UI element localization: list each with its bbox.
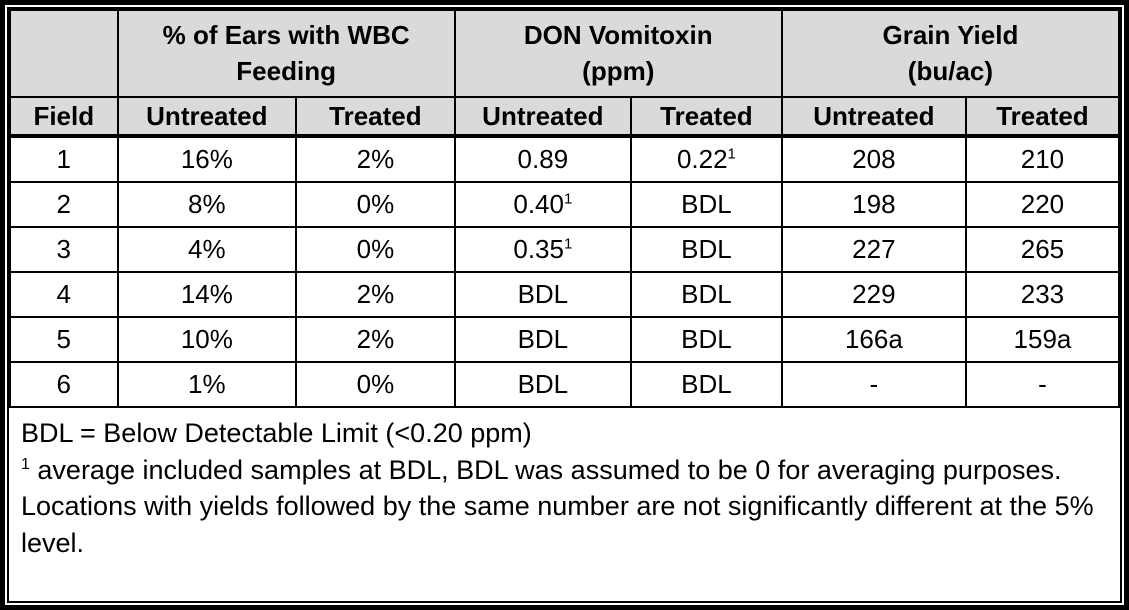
cell-field: 1 [9,135,119,183]
table-row-field-4: 4 14% 2% BDL BDL 229 233 [9,271,1120,318]
cell-yield-untreated: 229 [780,271,967,318]
superscript-marker: 1 [727,145,736,163]
col-header-wbc-untreated: Untreated [116,96,298,138]
table-inner-border: % of Ears with WBC Feeding DON Vomitoxin… [7,7,1122,603]
superscript-marker: 1 [563,235,573,253]
cell-wbc-untreated: 1% [116,361,298,408]
group-header-don-vomitoxin: DON Vomitoxin (ppm) [453,9,783,98]
col-header-yield-untreated: Untreated [780,96,967,138]
cell-don-untreated: 0.401 [453,181,633,228]
cell-don-treated: BDL [630,316,783,363]
group-title-line2: (ppm) [582,55,655,86]
group-title-line2: Feeding [236,55,336,86]
cell-yield-untreated: 198 [780,181,967,228]
cell-don-untreated: 0.351 [453,226,633,273]
cell-yield-treated: 220 [964,181,1120,228]
cell-yield-treated: 233 [964,271,1120,318]
cell-field: 6 [9,361,119,408]
cell-wbc-untreated: 10% [116,316,298,363]
cell-wbc-treated: 0% [295,181,456,228]
cell-don-untreated: BDL [453,316,633,363]
cell-field: 2 [9,181,119,228]
cell-don-treated: 0.221 [630,135,783,183]
column-header-row: Field Untreated Treated Untreated Treate… [9,96,1120,138]
field-results-table: % of Ears with WBC Feeding DON Vomitoxin… [9,9,1120,408]
group-header-row: % of Ears with WBC Feeding DON Vomitoxin… [9,9,1120,98]
col-header-don-untreated: Untreated [453,96,633,138]
cell-yield-untreated: 166a [780,316,967,363]
footnote-1-text: average included samples at BDL, BDL was… [29,454,1062,485]
col-header-wbc-treated: Treated [295,96,456,138]
cell-yield-untreated: - [780,361,967,408]
cell-don-treated: BDL [630,271,783,318]
group-title-line2: (bu/ac) [907,55,994,86]
group-header-wbc-feeding: % of Ears with WBC Feeding [116,9,456,98]
cell-yield-untreated: 227 [780,226,967,273]
cell-don-untreated: 0.89 [453,135,633,183]
cell-don-untreated: BDL [453,361,633,408]
cell-don-treated: BDL [630,181,783,228]
col-header-field: Field [9,96,119,138]
footnote-significance: Locations with yields followed by the sa… [21,491,1094,559]
footnotes-section: BDL = Below Detectable Limit (<0.20 ppm)… [9,408,1120,601]
group-title-line1: Grain Yield [882,20,1019,51]
footnote-1-marker: 1 [21,455,30,473]
cell-don-treated: BDL [630,226,783,273]
table-row-field-6: 6 1% 0% BDL BDL - - [9,361,1120,408]
footnote-1: 1 average included samples at BDL, BDL w… [21,452,1108,489]
col-header-don-treated: Treated [630,96,783,138]
cell-wbc-treated: 2% [295,135,456,183]
cell-don-untreated: BDL [453,271,633,318]
table-row-field-5: 5 10% 2% BDL BDL 166a 159a [9,316,1120,363]
cell-wbc-untreated: 14% [116,271,298,318]
cell-field: 4 [9,271,119,318]
superscript-marker: 1 [563,190,573,208]
group-title-line1: DON Vomitoxin [523,20,713,51]
cell-wbc-treated: 0% [295,361,456,408]
cell-yield-treated: 265 [964,226,1120,273]
cell-yield-treated: 210 [964,135,1120,183]
cell-don-treated: BDL [630,361,783,408]
col-header-yield-treated: Treated [964,96,1120,138]
cell-wbc-untreated: 16% [116,135,298,183]
cell-wbc-untreated: 4% [116,226,298,273]
footnote-bdl-definition: BDL = Below Detectable Limit (<0.20 ppm) [21,418,532,448]
cell-wbc-treated: 2% [295,316,456,363]
table-row-field-3: 3 4% 0% 0.351 BDL 227 265 [9,226,1120,273]
cell-wbc-treated: 2% [295,271,456,318]
cell-yield-untreated: 208 [780,135,967,183]
cell-field: 3 [9,226,119,273]
group-title-line1: % of Ears with WBC [162,20,410,51]
cell-wbc-treated: 0% [295,226,456,273]
table-row-field-2: 2 8% 0% 0.401 BDL 198 220 [9,181,1120,228]
cell-wbc-untreated: 8% [116,181,298,228]
table-row-field-1: 1 16% 2% 0.89 0.221 208 210 [9,135,1120,183]
cell-yield-treated: 159a [964,316,1120,363]
group-header-grain-yield: Grain Yield (bu/ac) [780,9,1120,98]
corner-cell [9,9,119,98]
cell-yield-treated: - [964,361,1120,408]
cell-field: 5 [9,316,119,363]
